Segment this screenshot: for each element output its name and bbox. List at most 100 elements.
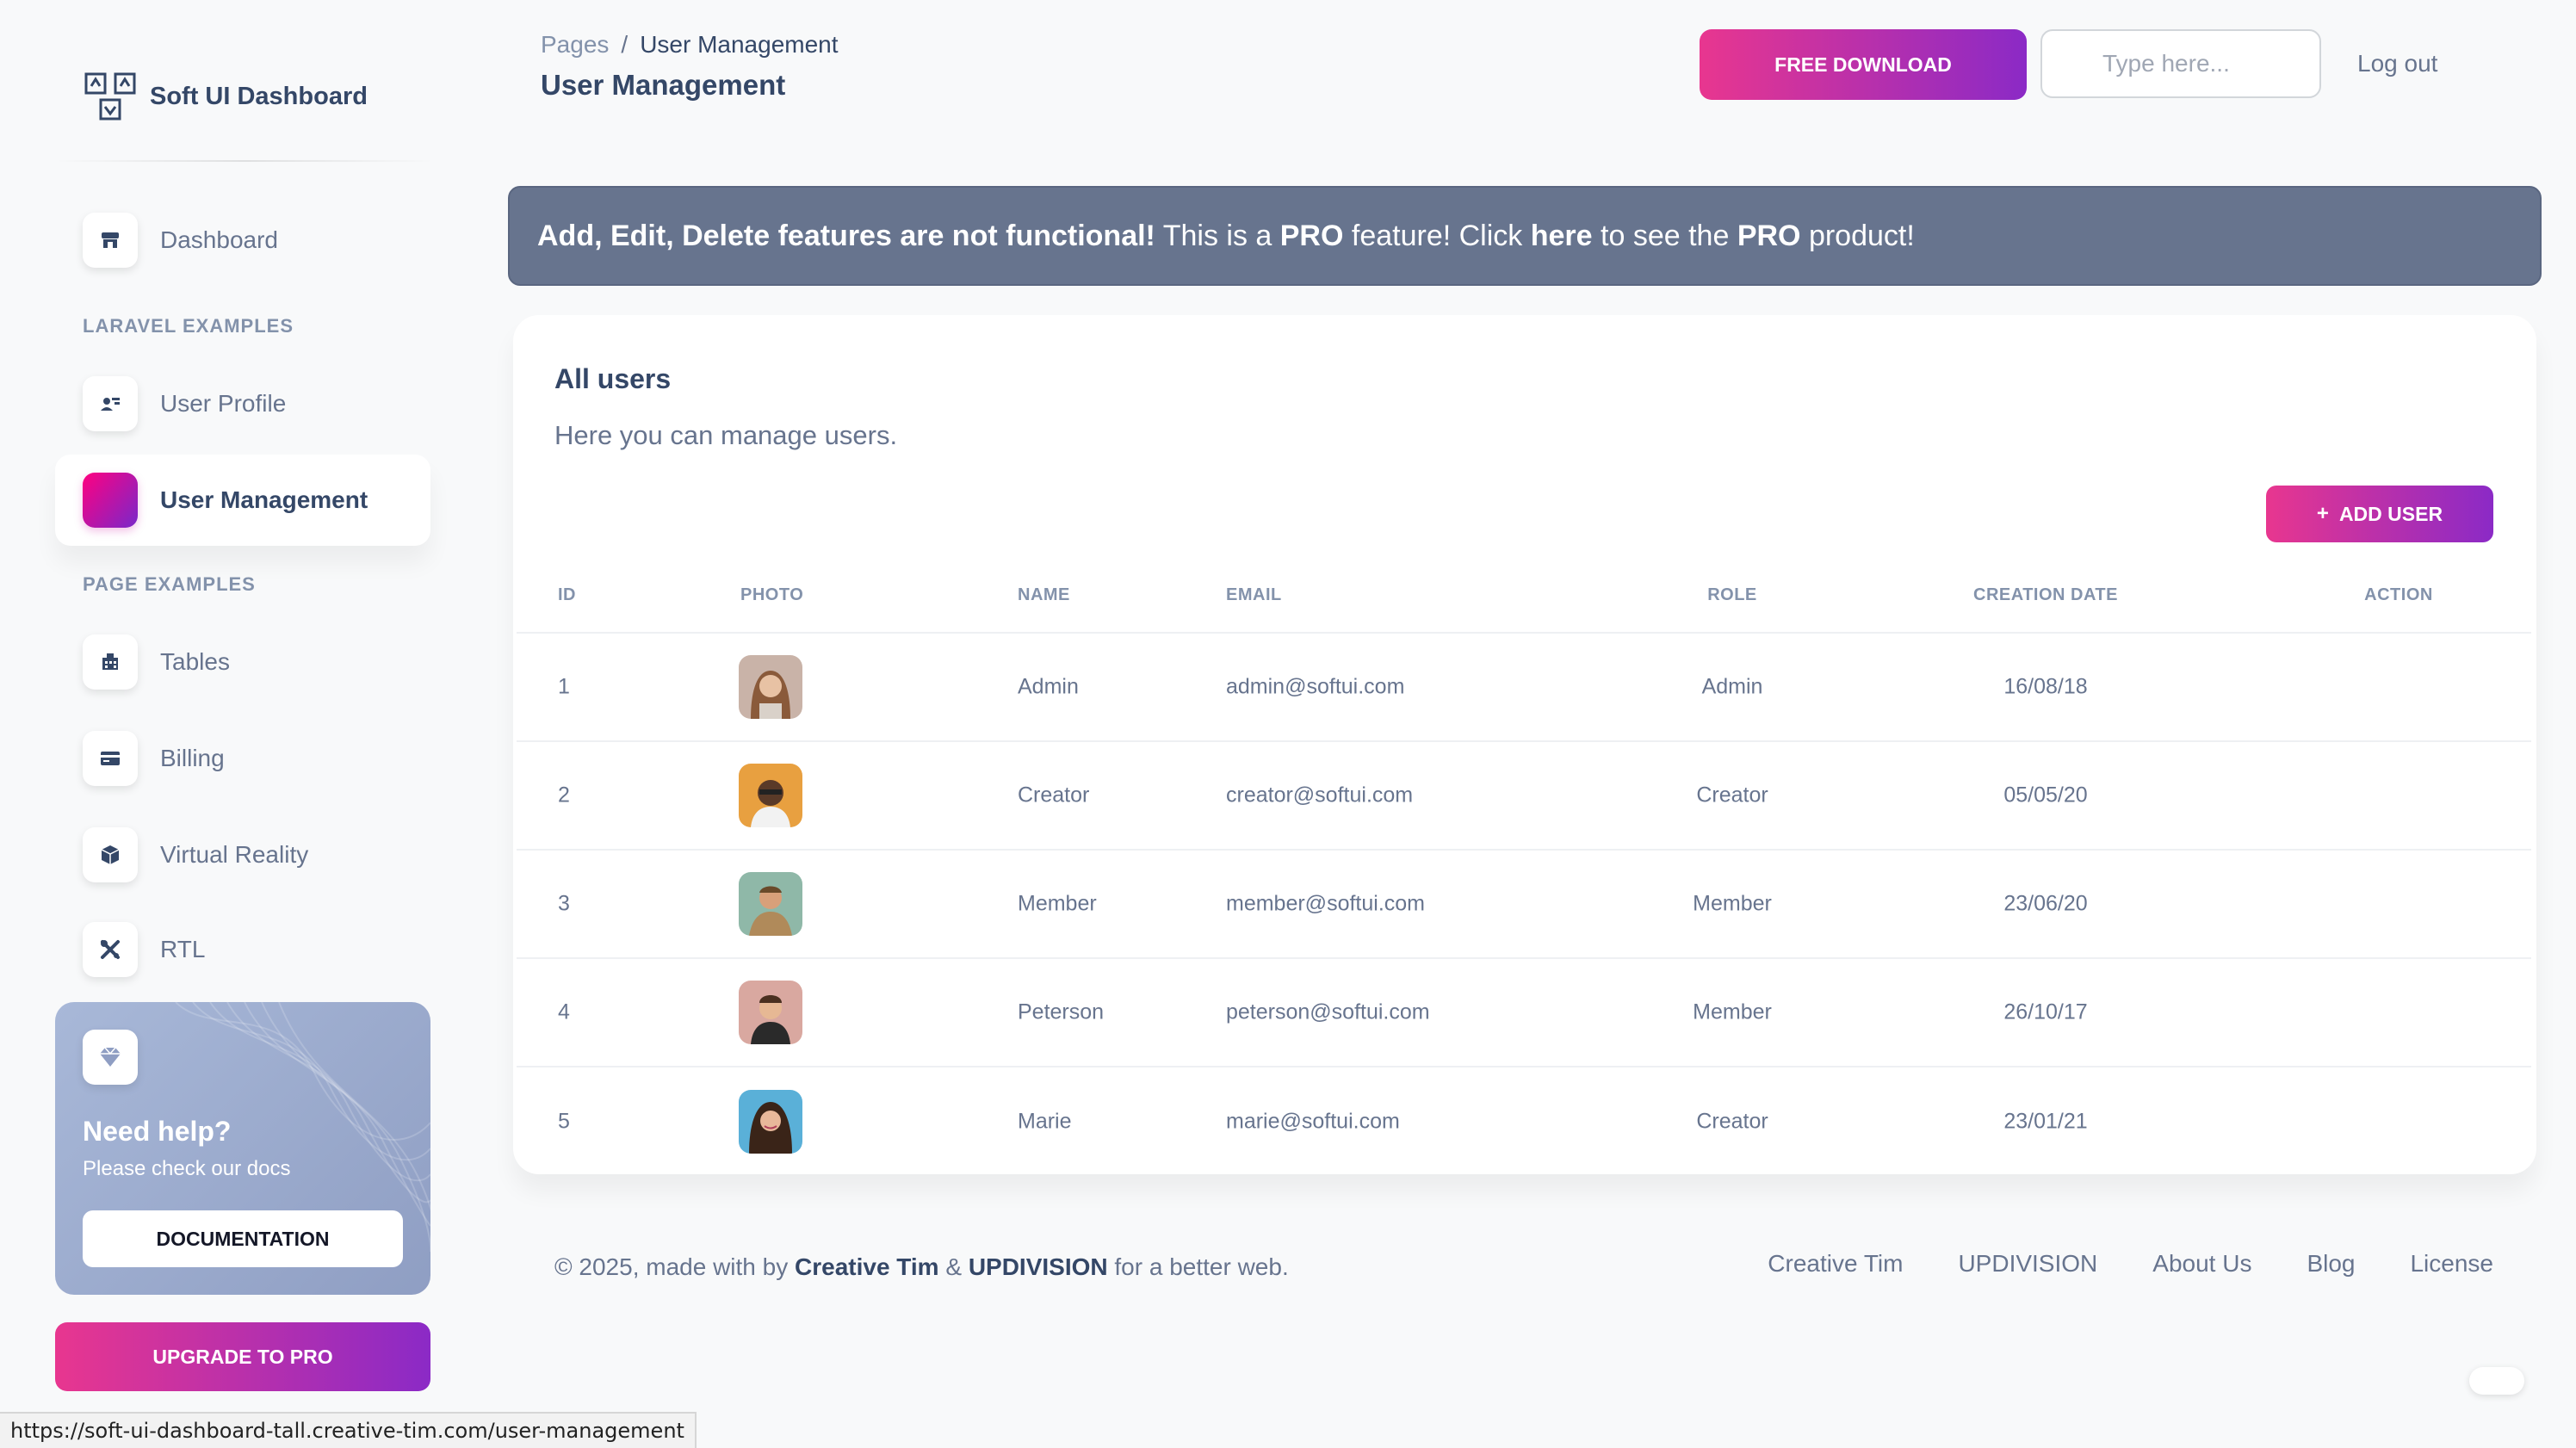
avatar <box>739 764 802 827</box>
footer-text: © 2025, made with by <box>554 1253 796 1280</box>
tables-icon <box>83 634 138 690</box>
sidebar-item-label: Tables <box>160 648 230 675</box>
breadcrumb-root[interactable]: Pages <box>541 31 610 58</box>
logout-link[interactable]: Log out <box>2357 50 2438 77</box>
table-row: 5 Marie marie@softui.com Creator 23/01/2… <box>517 1067 2531 1176</box>
sidebar-item-user-profile[interactable]: User Profile <box>55 358 430 449</box>
sidebar-item-virtual-reality[interactable]: Virtual Reality <box>55 809 430 900</box>
avatar <box>739 1090 802 1154</box>
users-card: All users Here you can manage users. + A… <box>513 315 2536 1174</box>
footer-updivision-link[interactable]: UPDIVISION <box>968 1253 1108 1280</box>
chat-widget[interactable] <box>2469 1367 2524 1395</box>
help-subtitle: Please check our docs <box>83 1157 291 1180</box>
footer-link-about-us[interactable]: About Us <box>2152 1250 2252 1277</box>
cell-date: 23/01/21 <box>2003 1109 2088 1134</box>
table-row: 4 Peterson peterson@softui.com Member 26… <box>517 959 2531 1067</box>
users-table: ID PHOTO NAME EMAIL ROLE CREATION DATE A… <box>517 560 2531 1176</box>
shop-icon <box>83 213 138 268</box>
cell-id: 3 <box>558 891 570 916</box>
th-photo: PHOTO <box>740 585 804 604</box>
footer-link-creative-tim[interactable]: Creative Tim <box>1768 1250 1904 1277</box>
table-header: ID PHOTO NAME EMAIL ROLE CREATION DATE A… <box>517 560 2531 634</box>
card-title: All users <box>554 363 672 394</box>
add-user-label: ADD USER <box>2338 502 2443 525</box>
cell-name: Creator <box>1018 783 1090 808</box>
cell-role: Member <box>1693 891 1772 916</box>
sidebar-heading-laravel: LARAVEL EXAMPLES <box>83 315 294 337</box>
breadcrumb-separator: / <box>621 31 629 58</box>
table-row: 3 Member member@softui.com Member 23/06/… <box>517 851 2531 959</box>
th-role: ROLE <box>1707 585 1757 604</box>
th-id: ID <box>558 585 576 604</box>
help-card-waves <box>175 1002 430 1278</box>
table-row: 1 Admin admin@softui.com Admin 16/08/18 <box>517 634 2531 742</box>
alert-bold-text: Add, Edit, Delete features are not funct… <box>537 219 1155 252</box>
cell-role: Creator <box>1696 1109 1768 1134</box>
footer-link-license[interactable]: License <box>2410 1250 2493 1277</box>
footer-link-blog[interactable]: Blog <box>2307 1250 2356 1277</box>
search-input[interactable] <box>2040 29 2321 98</box>
cell-role: Member <box>1693 999 1772 1024</box>
cell-email: peterson@softui.com <box>1226 999 1430 1024</box>
cell-role: Creator <box>1696 783 1768 808</box>
cell-email: marie@softui.com <box>1226 1109 1400 1134</box>
sidebar-item-user-management[interactable]: User Management <box>55 455 430 546</box>
sidebar-item-billing[interactable]: Billing <box>55 713 430 804</box>
tools-icon <box>83 922 138 977</box>
dashboard-logo-icon <box>84 72 136 121</box>
cube-icon <box>83 827 138 882</box>
footer-creative-tim-link[interactable]: Creative Tim <box>795 1253 939 1280</box>
cell-name: Marie <box>1018 1109 1072 1134</box>
sidebar-item-label: User Management <box>160 486 368 513</box>
cell-role: Admin <box>1701 674 1763 699</box>
sidebar-item-tables[interactable]: Tables <box>55 616 430 708</box>
upgrade-to-pro-button[interactable]: UPGRADE TO PRO <box>55 1322 430 1391</box>
cell-email: creator@softui.com <box>1226 783 1414 808</box>
add-user-button[interactable]: + ADD USER <box>2266 486 2493 542</box>
brand-divider <box>55 160 434 162</box>
alert-here-link[interactable]: here <box>1530 219 1593 252</box>
sidebar-item-dashboard[interactable]: Dashboard <box>55 195 430 286</box>
brand[interactable]: Soft UI Dashboard <box>83 69 368 124</box>
th-creation-date: CREATION DATE <box>1973 585 2118 604</box>
browser-status-url: https://soft-ui-dashboard-tall.creative-… <box>0 1412 697 1448</box>
sidebar-heading-pages: PAGE EXAMPLES <box>83 573 256 595</box>
table-row: 2 Creator creator@softui.com Creator 05/… <box>517 742 2531 851</box>
alert-pro-text: PRO <box>1279 219 1344 252</box>
cell-date: 26/10/17 <box>2003 999 2088 1024</box>
avatar <box>739 655 802 719</box>
cell-date: 16/08/18 <box>2003 674 2088 699</box>
sidebar-item-rtl[interactable]: RTL <box>55 904 430 995</box>
cell-id: 1 <box>558 674 570 699</box>
th-email: EMAIL <box>1226 585 1282 604</box>
avatar <box>739 872 802 936</box>
footer-copyright: © 2025, made with by Creative Tim & UPDI… <box>554 1253 1289 1281</box>
alert-text: product! <box>1800 219 1915 252</box>
sidebar-item-label: Dashboard <box>160 226 278 253</box>
sidebar-item-label: RTL <box>160 936 206 962</box>
footer-text: for a better web. <box>1107 1253 1289 1280</box>
sidebar-item-label: User Profile <box>160 390 287 417</box>
help-title: Need help? <box>83 1116 232 1147</box>
documentation-button[interactable]: DOCUMENTATION <box>83 1210 403 1267</box>
plus-icon: + <box>2316 502 2329 525</box>
help-card: Need help? Please check our docs DOCUMEN… <box>55 1002 430 1295</box>
footer-link-updivision[interactable]: UPDIVISION <box>1958 1250 2098 1277</box>
cell-name: Peterson <box>1018 999 1105 1024</box>
free-download-button[interactable]: FREE DOWNLOAD <box>1700 29 2027 100</box>
pro-feature-alert: Add, Edit, Delete features are not funct… <box>508 186 2542 286</box>
alert-text: feature! Click <box>1343 219 1531 252</box>
diamond-icon <box>83 1030 138 1085</box>
page-title: User Management <box>541 69 786 101</box>
breadcrumb-current: User Management <box>640 31 839 58</box>
cell-date: 23/06/20 <box>2003 891 2088 916</box>
cell-email: admin@softui.com <box>1226 674 1405 699</box>
cell-name: Member <box>1018 891 1097 916</box>
alert-text: This is a <box>1155 219 1280 252</box>
cell-name: Admin <box>1018 674 1079 699</box>
avatar <box>739 981 802 1044</box>
user-management-icon <box>83 473 138 528</box>
cell-id: 4 <box>558 999 570 1024</box>
cell-date: 05/05/20 <box>2003 783 2088 808</box>
